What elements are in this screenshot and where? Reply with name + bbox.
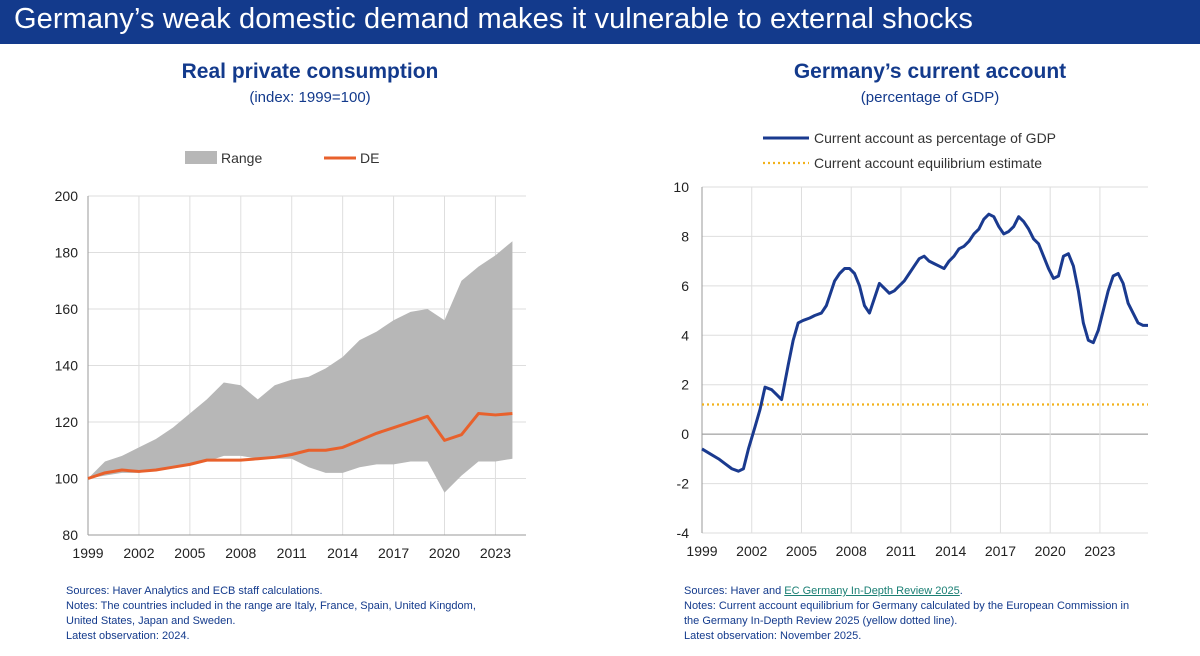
- y-tick-label: -2: [677, 476, 690, 492]
- x-tick-label: 2017: [378, 545, 409, 561]
- left-chart-title: Real private consumption: [181, 60, 439, 83]
- x-tick-label: 1999: [72, 545, 103, 561]
- title-banner: Germany’s weak domestic demand makes it …: [0, 0, 1200, 44]
- x-tick-label: 2011: [886, 543, 916, 559]
- x-tick-label: 2002: [123, 545, 154, 561]
- x-tick-label: 2020: [429, 545, 460, 561]
- legend-label-equilibrium: Current account equilibrium estimate: [814, 155, 1042, 171]
- y-tick-label: 80: [62, 527, 78, 543]
- y-tick-label: 0: [681, 426, 689, 442]
- x-tick-label: 2023: [1084, 543, 1115, 559]
- right-sources-prefix: Sources: Haver and: [684, 585, 785, 597]
- y-tick-label: 2: [681, 377, 689, 393]
- range-band: [88, 241, 513, 493]
- right-chart-title: Germany’s current account: [793, 60, 1067, 83]
- x-tick-label: 2023: [480, 545, 511, 561]
- y-tick-label: 120: [55, 414, 79, 430]
- left-footnote: Sources: Haver Analytics and ECB staff c…: [66, 584, 476, 644]
- de-line: [87, 412, 513, 480]
- review-link[interactable]: EC Germany In-Depth Review 2025: [784, 585, 960, 597]
- right-footnote: Sources: Haver and EC Germany In-Depth R…: [684, 584, 1129, 644]
- legend-label-range: Range: [221, 150, 262, 166]
- x-tick-label: 2005: [786, 543, 817, 559]
- right-sources: Sources: Haver and EC Germany In-Depth R…: [684, 584, 1129, 599]
- y-tick-label: 6: [681, 278, 689, 294]
- left-latest: Latest observation: 2024.: [66, 630, 190, 642]
- current-account-line: [701, 212, 1148, 473]
- left-sources: Sources: Haver Analytics and ECB staff c…: [66, 585, 323, 597]
- y-tick-label: -4: [677, 525, 690, 541]
- y-tick-label: 8: [681, 228, 689, 244]
- y-tick-label: 10: [673, 179, 689, 195]
- legend-swatch-range: [185, 151, 217, 164]
- left-chart-subtitle: (index: 1999=100): [249, 89, 371, 106]
- legend-label-current-account: Current account as percentage of GDP: [814, 130, 1056, 146]
- x-tick-label: 2017: [985, 543, 1016, 559]
- left-notes-line1: Notes: The countries included in the ran…: [66, 600, 476, 612]
- x-tick-label: 2014: [935, 543, 966, 559]
- right-notes-line2: the Germany In-Depth Review 2025 (yellow…: [684, 615, 958, 627]
- x-tick-label: 2014: [327, 545, 358, 561]
- x-tick-label: 2011: [277, 545, 307, 561]
- y-tick-label: 160: [55, 301, 79, 317]
- y-tick-label: 180: [55, 245, 79, 261]
- x-tick-label: 2002: [736, 543, 767, 559]
- right-sources-suffix: .: [959, 585, 963, 597]
- legend-label-de: DE: [360, 150, 379, 166]
- x-tick-label: 2008: [836, 543, 867, 559]
- right-notes-line1: Notes: Current account equilibrium for G…: [684, 600, 1130, 612]
- x-tick-label: 2020: [1035, 543, 1066, 559]
- left-notes-line2: United States, Japan and Sweden.: [66, 615, 236, 627]
- y-tick-label: 100: [55, 471, 79, 487]
- y-tick-label: 200: [55, 188, 79, 204]
- page-title: Germany’s weak domestic demand makes it …: [14, 3, 973, 35]
- x-tick-label: 2008: [225, 545, 256, 561]
- right-chart-subtitle: (percentage of GDP): [860, 89, 1000, 106]
- y-tick-label: 4: [681, 327, 689, 343]
- y-tick-label: 140: [55, 358, 79, 374]
- right-latest: Latest observation: November 2025.: [684, 630, 862, 642]
- x-tick-label: 2005: [174, 545, 205, 561]
- x-tick-label: 1999: [686, 543, 717, 559]
